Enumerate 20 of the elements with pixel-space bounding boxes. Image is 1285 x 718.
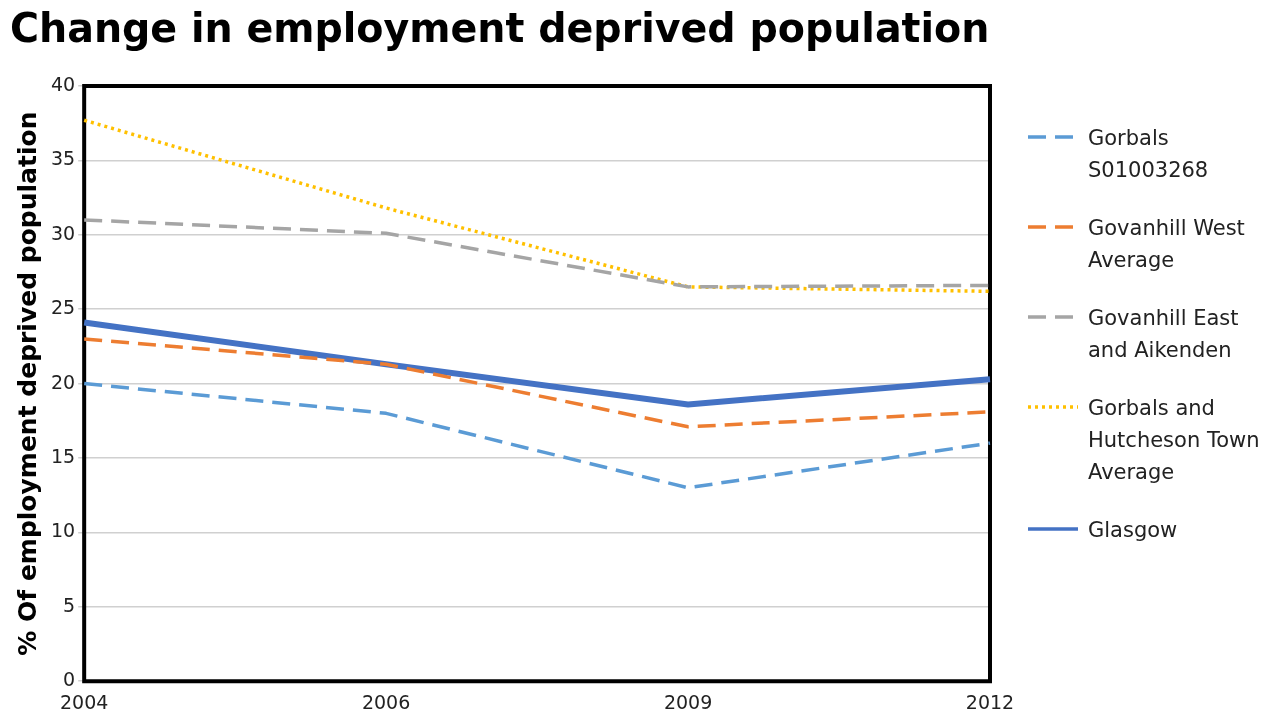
y-tick-label: 15 xyxy=(50,444,76,467)
y-tick-label: 0 xyxy=(63,668,76,691)
y-tick-label: 10 xyxy=(50,519,76,542)
chart-title: Change in employment deprived population xyxy=(10,5,990,52)
y-tick-label: 30 xyxy=(50,221,76,244)
legend-label: Govanhill East and Aikenden xyxy=(1088,305,1240,364)
y-tick-label: 5 xyxy=(63,593,76,616)
legend-label: Govanhill West Average xyxy=(1088,215,1246,274)
x-tick-label: 2012 xyxy=(965,690,1015,713)
legend-label: Gorbals S01003268 xyxy=(1088,125,1210,184)
legend-label: Glasgow xyxy=(1088,517,1179,544)
legend-label: Gorbals and Hutcheson Town Average xyxy=(1088,395,1261,486)
x-tick-label: 2009 xyxy=(663,690,713,713)
y-axis-title: % Of employment deprived population xyxy=(12,111,42,656)
y-tick-label: 40 xyxy=(50,72,76,95)
x-tick-label: 2006 xyxy=(361,690,411,713)
x-tick-label: 2004 xyxy=(60,690,109,713)
y-tick-label: 25 xyxy=(50,296,76,319)
y-tick-label: 35 xyxy=(50,147,76,170)
y-tick-label: 20 xyxy=(50,370,76,393)
